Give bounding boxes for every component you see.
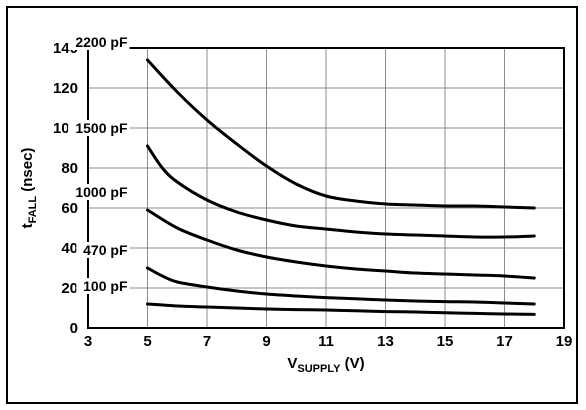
curve-2200-pf bbox=[148, 60, 535, 208]
x-tick-label-13: 13 bbox=[377, 333, 394, 350]
y-tick-label-20: 20 bbox=[61, 280, 78, 297]
x-tick-label-7: 7 bbox=[203, 333, 211, 350]
curve-1500-pf bbox=[148, 146, 535, 237]
curve-1000-pf bbox=[148, 210, 535, 278]
y-axis-label: tFALL (nsec) bbox=[19, 148, 39, 229]
curve-100-pf bbox=[148, 304, 535, 314]
series-label-2200-pf: 2200 pF bbox=[75, 34, 128, 50]
y-tick-label-60: 60 bbox=[61, 200, 78, 217]
series-label-1500-pf: 1500 pF bbox=[75, 120, 128, 136]
x-tick-label-5: 5 bbox=[143, 333, 151, 350]
curves bbox=[148, 60, 535, 314]
y-tick-label-80: 80 bbox=[61, 160, 78, 177]
x-tick-label-17: 17 bbox=[496, 333, 513, 350]
x-tick-label-3: 3 bbox=[84, 333, 92, 350]
curve-470-pf bbox=[148, 268, 535, 304]
x-tick-label-15: 15 bbox=[437, 333, 454, 350]
x-tick-label-11: 11 bbox=[318, 333, 334, 350]
x-tick-label-19: 19 bbox=[556, 333, 573, 350]
y-tick-label-40: 40 bbox=[61, 240, 78, 257]
series-label-470-pf: 470 pF bbox=[83, 242, 128, 258]
series-label-1000-pf: 1000 pF bbox=[75, 184, 128, 200]
y-tick-label-120: 120 bbox=[53, 80, 78, 97]
x-tick-label-9: 9 bbox=[262, 333, 270, 350]
series-label-100-pf: 100 pF bbox=[83, 278, 128, 294]
grid bbox=[88, 48, 564, 328]
y-tick-label-0: 0 bbox=[70, 320, 78, 337]
x-axis-label: VSUPPLY (V) bbox=[287, 355, 364, 375]
